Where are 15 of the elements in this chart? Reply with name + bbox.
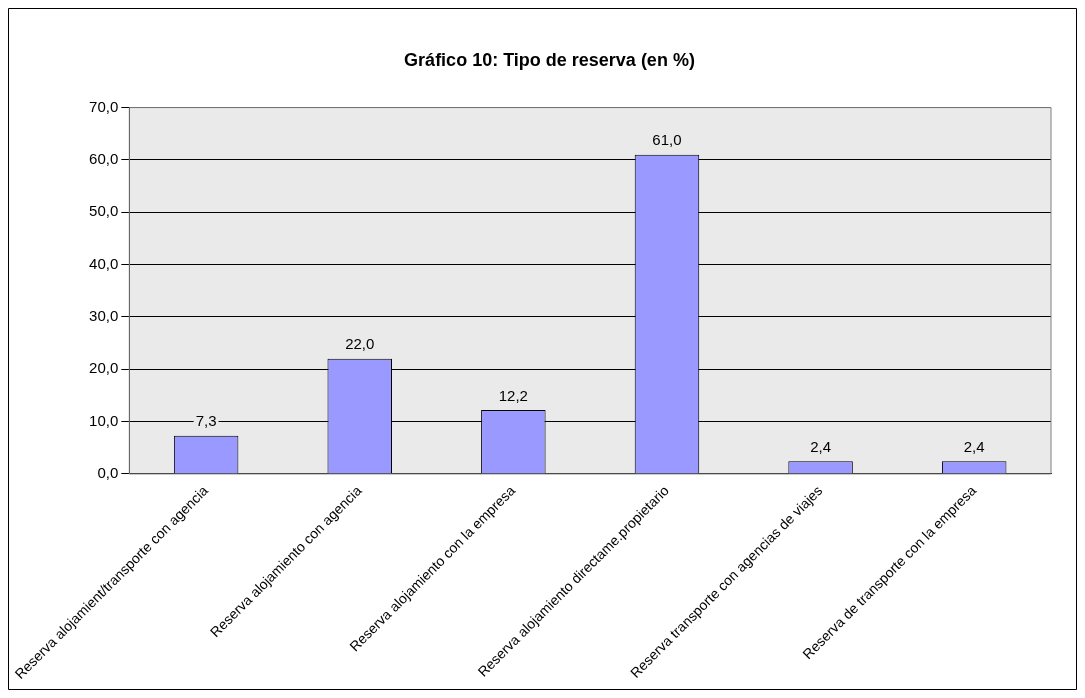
data-label: 61,0 xyxy=(652,131,682,149)
y-tick-label: 10,0 xyxy=(89,411,119,429)
y-tick-label: 20,0 xyxy=(89,359,119,377)
data-label: 2,4 xyxy=(963,438,985,455)
data-label: 7,3 xyxy=(195,412,217,430)
y-tick-label: 40,0 xyxy=(89,254,119,272)
y-tick-label: 0,0 xyxy=(97,464,119,482)
y-tick-label: 60,0 xyxy=(89,150,119,168)
y-tick-label: 70,0 xyxy=(89,97,119,115)
chart-title: Gráfico 10: Tipo de reserva (en %) xyxy=(404,49,695,70)
data-label: 12,2 xyxy=(498,386,528,404)
data-label: 2,4 xyxy=(810,438,832,455)
y-tick-label: 50,0 xyxy=(89,202,119,220)
data-label: 22,0 xyxy=(345,335,375,353)
y-tick-label: 30,0 xyxy=(89,307,119,325)
